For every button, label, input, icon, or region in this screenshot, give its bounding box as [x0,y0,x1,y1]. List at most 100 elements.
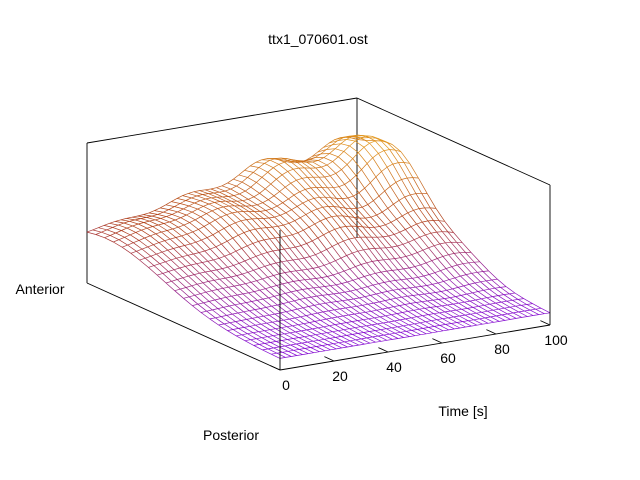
mesh-line [454,275,461,279]
mesh-line [314,220,321,225]
mesh-line [316,345,322,347]
mesh-line [444,311,454,318]
mesh-line [268,347,274,350]
mesh-line [413,236,420,241]
mesh-line [267,348,278,354]
mesh-line [201,262,212,272]
mesh-line [250,186,260,194]
mesh-line [421,193,431,209]
mesh-line [366,262,376,274]
mesh-line [167,228,173,231]
mesh-line [372,283,379,286]
mesh-line [215,216,222,221]
mesh-line [150,255,160,264]
mesh-line [295,245,302,248]
mesh-line [170,259,180,269]
mesh-line [470,313,480,320]
mesh-line [264,183,272,190]
mesh-line [175,235,182,238]
mesh-line [222,196,232,202]
mesh-line [411,252,418,256]
mesh-line [323,142,330,148]
mesh-line [463,284,470,287]
mesh-line [374,317,384,324]
x-tick-mark [378,347,389,353]
mesh-line [340,257,351,270]
mesh-line [268,216,275,219]
mesh-line [249,228,256,231]
mesh-line [216,187,226,192]
mesh-line [264,188,275,197]
mesh-line [430,231,437,234]
mesh-line [351,225,361,238]
mesh-line [212,231,219,236]
mesh-line [98,225,105,229]
mesh-line [331,140,338,146]
mesh-line [206,210,213,214]
mesh-line [377,335,388,341]
mesh-line [276,340,282,342]
mesh-line [218,255,225,259]
mesh-line [325,302,335,311]
mesh-line [297,308,307,316]
mesh-line [230,253,240,264]
mesh-line [504,319,511,321]
mesh-line [303,226,310,231]
mesh-line [289,331,296,334]
mesh-line [124,237,134,243]
mesh-line [299,189,306,193]
mesh-line [136,251,146,259]
mesh-line [226,214,236,224]
mesh-line [217,208,227,215]
mesh-line [311,151,318,157]
mesh-line [302,288,308,290]
mesh-line [375,293,386,301]
mesh-line [298,280,309,289]
mesh-line [253,196,263,203]
mesh-line [326,317,332,320]
mesh-line [386,163,393,168]
mesh-line [499,320,506,322]
mesh-line [498,307,505,310]
mesh-line [168,209,178,213]
mesh-line [271,208,281,216]
mesh-line [385,247,396,259]
mesh-line [269,328,276,331]
mesh-line [421,285,427,287]
mesh-line [373,227,384,238]
mesh-line [243,311,253,319]
mesh-line [386,166,397,183]
mesh-line [287,259,293,262]
mesh-line [478,305,488,312]
mesh-line [447,231,457,243]
mesh-line [185,285,192,288]
mesh-line [318,266,328,277]
mesh-line [301,161,311,169]
mesh-line [346,321,352,323]
mesh-line [322,206,332,217]
mesh-line [148,267,158,276]
mesh-line [482,271,492,281]
mesh-line [381,292,391,300]
mesh-line [234,303,241,306]
mesh-line [300,315,307,318]
mesh-line [144,235,151,239]
mesh-line [234,284,240,287]
mesh-line [157,273,163,276]
mesh-line [162,271,169,274]
mesh-line [265,286,272,290]
mesh-line [419,207,425,209]
mesh-line [376,308,383,311]
mesh-line [187,255,197,264]
mesh-line [323,144,333,148]
mesh-line [209,318,219,326]
mesh-line [164,238,171,242]
mesh-line [307,340,314,343]
mesh-line [386,270,396,281]
mesh-line [402,212,408,217]
mesh-line [445,324,455,330]
mesh-line [329,148,336,154]
mesh-line [267,335,274,338]
mesh-line [293,300,304,309]
mesh-line [290,271,300,281]
